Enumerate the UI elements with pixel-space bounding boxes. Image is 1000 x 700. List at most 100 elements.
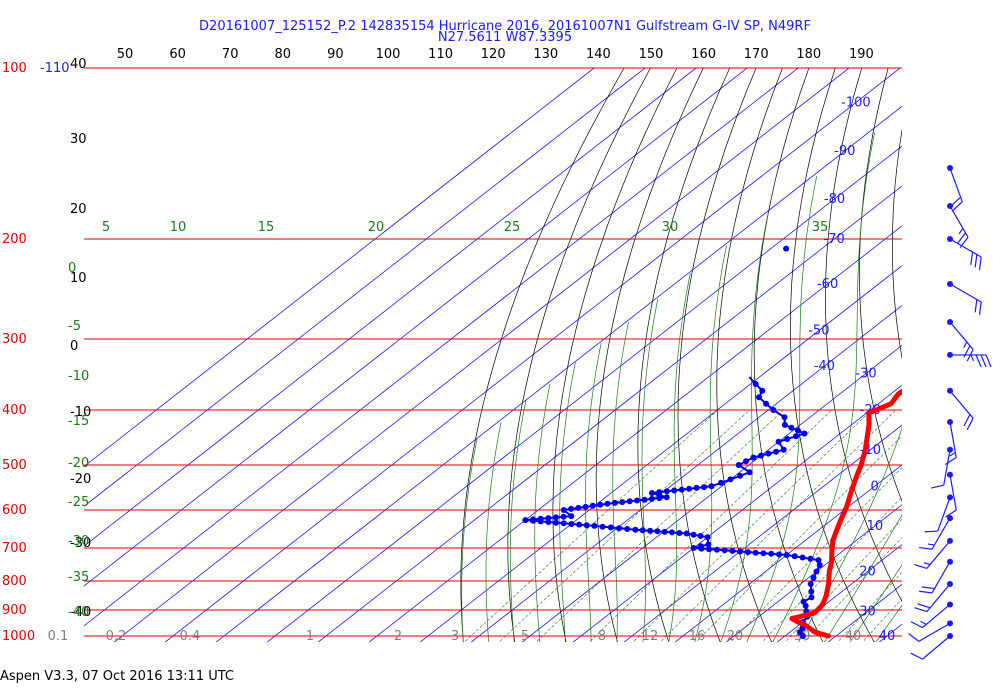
altitude-label: -10 <box>70 405 91 420</box>
isotherm-label: -110 <box>40 61 70 76</box>
dewpoint-point <box>686 485 693 492</box>
wind-barb-staff <box>926 540 951 569</box>
moist-adiabat-line <box>746 176 818 642</box>
dewpoint-point <box>545 515 552 522</box>
moist-label: -40 <box>68 605 89 620</box>
grid-lines <box>84 68 902 642</box>
moist-label: -35 <box>68 570 89 585</box>
dewpoint-point <box>729 547 736 554</box>
dewpoint-point <box>663 488 670 495</box>
top-scale-label: 110 <box>428 47 453 62</box>
isobar-label: 1000 <box>2 629 35 644</box>
moist-adiabat-line <box>720 212 769 642</box>
dewpoint-point <box>654 528 661 535</box>
moist-adiabat-line <box>824 514 902 642</box>
moist-label: -25 <box>68 495 89 510</box>
moist-label: -10 <box>68 369 89 384</box>
dewpoint-point <box>626 498 633 505</box>
dewpoint-point <box>634 497 641 504</box>
wind-barb-half-flag <box>923 562 931 566</box>
dewpoint-point <box>607 524 614 531</box>
dewpoint-point <box>683 530 690 537</box>
isobar-label: 700 <box>2 541 27 556</box>
isotherm-line <box>84 68 748 587</box>
dewpoint-point <box>813 568 820 575</box>
moist-adiabat-line <box>509 400 527 642</box>
dewpoint-point <box>701 484 707 491</box>
dewpoint-point <box>808 588 815 595</box>
chart-title-line2: N27.5611 W87.3395 <box>438 30 572 45</box>
dewpoint-point <box>698 543 704 550</box>
top-scale-label: 160 <box>691 47 716 62</box>
wind-barb-station <box>947 601 953 608</box>
dewpoint-point <box>568 505 575 512</box>
wind-barb-station <box>947 558 953 565</box>
dewpoint-point <box>760 550 767 557</box>
dewpoint-point <box>553 519 560 526</box>
dry-adiabat-line <box>595 68 704 642</box>
altitude-label: 0 <box>70 339 78 354</box>
wind-barb-half-flag <box>958 228 964 235</box>
isotherm-line <box>84 68 799 627</box>
dewpoint-point <box>746 469 753 476</box>
dewpoint-point <box>752 381 759 387</box>
dewpoint-point <box>705 541 712 548</box>
wind-barb-flag <box>908 632 920 642</box>
moist-adiabat-line <box>694 245 727 642</box>
isotherm-label: -40 <box>814 359 835 374</box>
isotherm-label: 30 <box>859 604 876 619</box>
wind-barb-flag <box>985 354 992 368</box>
dewpoint-point <box>781 414 788 421</box>
wind-barb-staff <box>931 561 951 594</box>
isotherm-label: 20 <box>859 565 876 580</box>
dewpoint-point <box>553 514 559 521</box>
dewpoint-point <box>647 527 654 534</box>
dewpoint-point <box>616 525 622 532</box>
top-scale-label: 70 <box>222 47 239 62</box>
temperature-point <box>974 176 980 182</box>
wind-barb-flag <box>924 530 938 533</box>
dewpoint-point <box>795 427 801 434</box>
dewpoint-point <box>768 550 775 557</box>
isotherm-line <box>420 265 902 642</box>
wind-barb-flag <box>914 607 928 613</box>
isobar-label: 900 <box>2 603 27 618</box>
dewpoint-point <box>575 504 582 511</box>
wind-barb-staff <box>949 321 974 350</box>
mixing-ratio-line <box>535 409 784 642</box>
wind-barb-staff <box>949 421 957 458</box>
mixing-ratio-line <box>803 536 902 642</box>
wind-barb-half-flag <box>927 543 935 546</box>
dewpoint-point <box>597 501 604 508</box>
mixing-ratio-label: 20 <box>727 629 744 644</box>
isotherm-line <box>471 305 902 642</box>
dewpoint-point <box>708 483 715 490</box>
wind-barb-flag <box>970 251 974 265</box>
mixing-ratio-line <box>589 409 833 642</box>
theta-e-label: 10 <box>170 220 187 235</box>
moist-adiabat-line <box>559 362 576 642</box>
dewpoint-point <box>583 522 590 529</box>
top-scale-label: 120 <box>481 47 506 62</box>
wind-barb-station <box>947 203 953 210</box>
top-scale-label: 180 <box>796 47 821 62</box>
chart-title-line1: D20161007_125152_P.2 142835154 Hurricane… <box>199 19 811 34</box>
wind-barb-flag <box>919 590 933 594</box>
wind-barb-flag <box>957 232 966 244</box>
dewpoint-point <box>763 400 770 407</box>
dewpoint-point <box>776 551 782 558</box>
dewpoint-point <box>750 454 757 461</box>
dry-adiabat-line <box>552 68 678 642</box>
wind-barb-flag <box>910 652 923 660</box>
mixing-ratio-line <box>761 496 902 642</box>
dewpoint-point <box>791 553 798 560</box>
mixing-ratio-label: 1 <box>306 629 314 644</box>
isotherm-line <box>726 504 902 642</box>
dry-adiabat-line <box>677 68 757 642</box>
dewpoint-point <box>560 507 567 513</box>
dewpoint-point <box>639 527 646 534</box>
dewpoint-point <box>641 496 648 503</box>
dewpoint-point <box>792 433 799 440</box>
wind-barb-station <box>947 620 953 627</box>
theta-e-label: 30 <box>662 220 679 235</box>
